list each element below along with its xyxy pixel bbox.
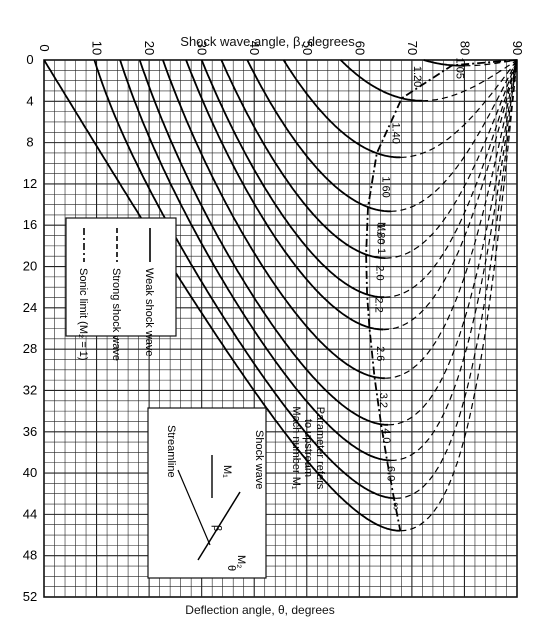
inset-shock-wave-label: Shock wave	[253, 430, 265, 489]
y-tick-label: 12	[23, 176, 37, 191]
legend-box	[65, 217, 177, 337]
parameter-note-line: to upstream	[302, 419, 314, 477]
series-label: 2.2	[372, 297, 384, 312]
inset-beta-label: β	[211, 525, 223, 531]
strong-shock-curve	[384, 63, 517, 379]
weak-shock-curve	[220, 59, 386, 259]
y-tick-label: 0	[26, 52, 33, 67]
sonic-limit-curve	[365, 59, 518, 531]
series-label: 2.0	[373, 265, 385, 280]
x-tick-label: 80	[457, 41, 472, 55]
chart-legend: Weak shock wave Strong shock wave Sonic li…	[65, 217, 177, 361]
series-label: 1.05	[454, 58, 466, 79]
strong-shock-curve	[390, 60, 518, 212]
weak-shock-curve	[339, 59, 423, 102]
series-label: 6.0	[384, 466, 396, 481]
strong-shock-curve	[385, 59, 518, 259]
strong-shock-curve	[395, 66, 517, 499]
legend-label: Strong shock wave	[110, 268, 122, 361]
y-tick-label: 32	[23, 382, 37, 397]
parameter-note-line: Parameter refers	[314, 407, 326, 490]
y-tick-label: 40	[23, 465, 37, 480]
weak-shock-curve	[282, 59, 401, 159]
series-label: 1.80	[375, 223, 387, 244]
series-label: 2.6	[374, 346, 386, 361]
series-label: 1.40	[390, 122, 402, 143]
x-tick-label: 10	[90, 41, 105, 55]
strong-shock-curve	[464, 59, 518, 67]
y-tick-label: 36	[23, 424, 37, 439]
inset-theta-label: θ	[225, 565, 237, 571]
y-tick-label: 16	[23, 217, 37, 232]
weak-shock-curve	[93, 59, 396, 500]
y-tick-label: 52	[23, 589, 37, 604]
strong-shock-curve	[422, 59, 518, 102]
strong-shock-curve	[383, 64, 517, 331]
inset-m2-label: M₂	[235, 555, 247, 568]
y-tick-label: 20	[23, 259, 37, 274]
y-tick-label: 48	[23, 548, 37, 563]
strong-shock-curve	[400, 60, 517, 158]
sonic-label: M₂ = 1	[375, 222, 387, 254]
y-tick-label: 8	[26, 135, 33, 150]
weak-shock-curve	[138, 59, 388, 426]
x-tick-label: 50	[300, 41, 315, 55]
x-axis-title: Shock wave angle, β, degrees	[180, 34, 355, 49]
x-tick-label: 60	[352, 41, 367, 55]
y-tick-label: 4	[26, 93, 33, 108]
x-tick-label: 20	[142, 41, 157, 55]
strong-shock-curve	[384, 59, 518, 298]
chart-curves: 1.051.201.401.601.802.02.22.63.24.06.0∞	[43, 58, 518, 532]
series-label: ∞	[389, 502, 401, 510]
inset-shock-line	[197, 491, 241, 561]
series-label: 1.60	[380, 176, 392, 197]
strong-shock-curve	[388, 61, 518, 426]
parameter-note-line: Mach number M₁	[290, 406, 302, 489]
inset-streamline-label: Streamline	[165, 425, 177, 478]
x-tick-label: 0	[37, 44, 52, 51]
chart-ticks: 0 10 20 30 40 50 60 70 80 90048121620242832364044…	[23, 41, 525, 604]
x-tick-label: 90	[510, 41, 525, 55]
x-tick-label: 40	[247, 41, 262, 55]
weak-shock-curve	[246, 59, 391, 213]
strong-shock-curve	[400, 69, 517, 532]
strong-shock-curve	[390, 60, 518, 461]
inset-m1-label: M₁	[221, 465, 233, 478]
series-label: 1.20	[411, 66, 423, 87]
x-tick-label: 70	[405, 41, 420, 55]
legend-label: Weak shock wave	[143, 268, 155, 356]
legend-label: Sonic limit (M₂ = 1)	[77, 268, 89, 361]
weak-shock-curve	[119, 59, 391, 462]
weak-shock-curve	[162, 59, 385, 380]
weak-shock-curve	[43, 59, 401, 532]
inset-wall	[177, 469, 211, 546]
y-tick-label: 44	[23, 506, 37, 521]
weak-shock-curve	[200, 59, 385, 299]
series-label: 3.2	[377, 393, 389, 408]
y-tick-label: 28	[23, 341, 37, 356]
weak-shock-curve	[185, 59, 384, 331]
x-tick-label: 30	[195, 41, 210, 55]
y-axis-title: Deflection angle, θ, degrees	[185, 603, 335, 617]
y-tick-label: 24	[23, 300, 37, 315]
inset-box	[147, 407, 267, 579]
